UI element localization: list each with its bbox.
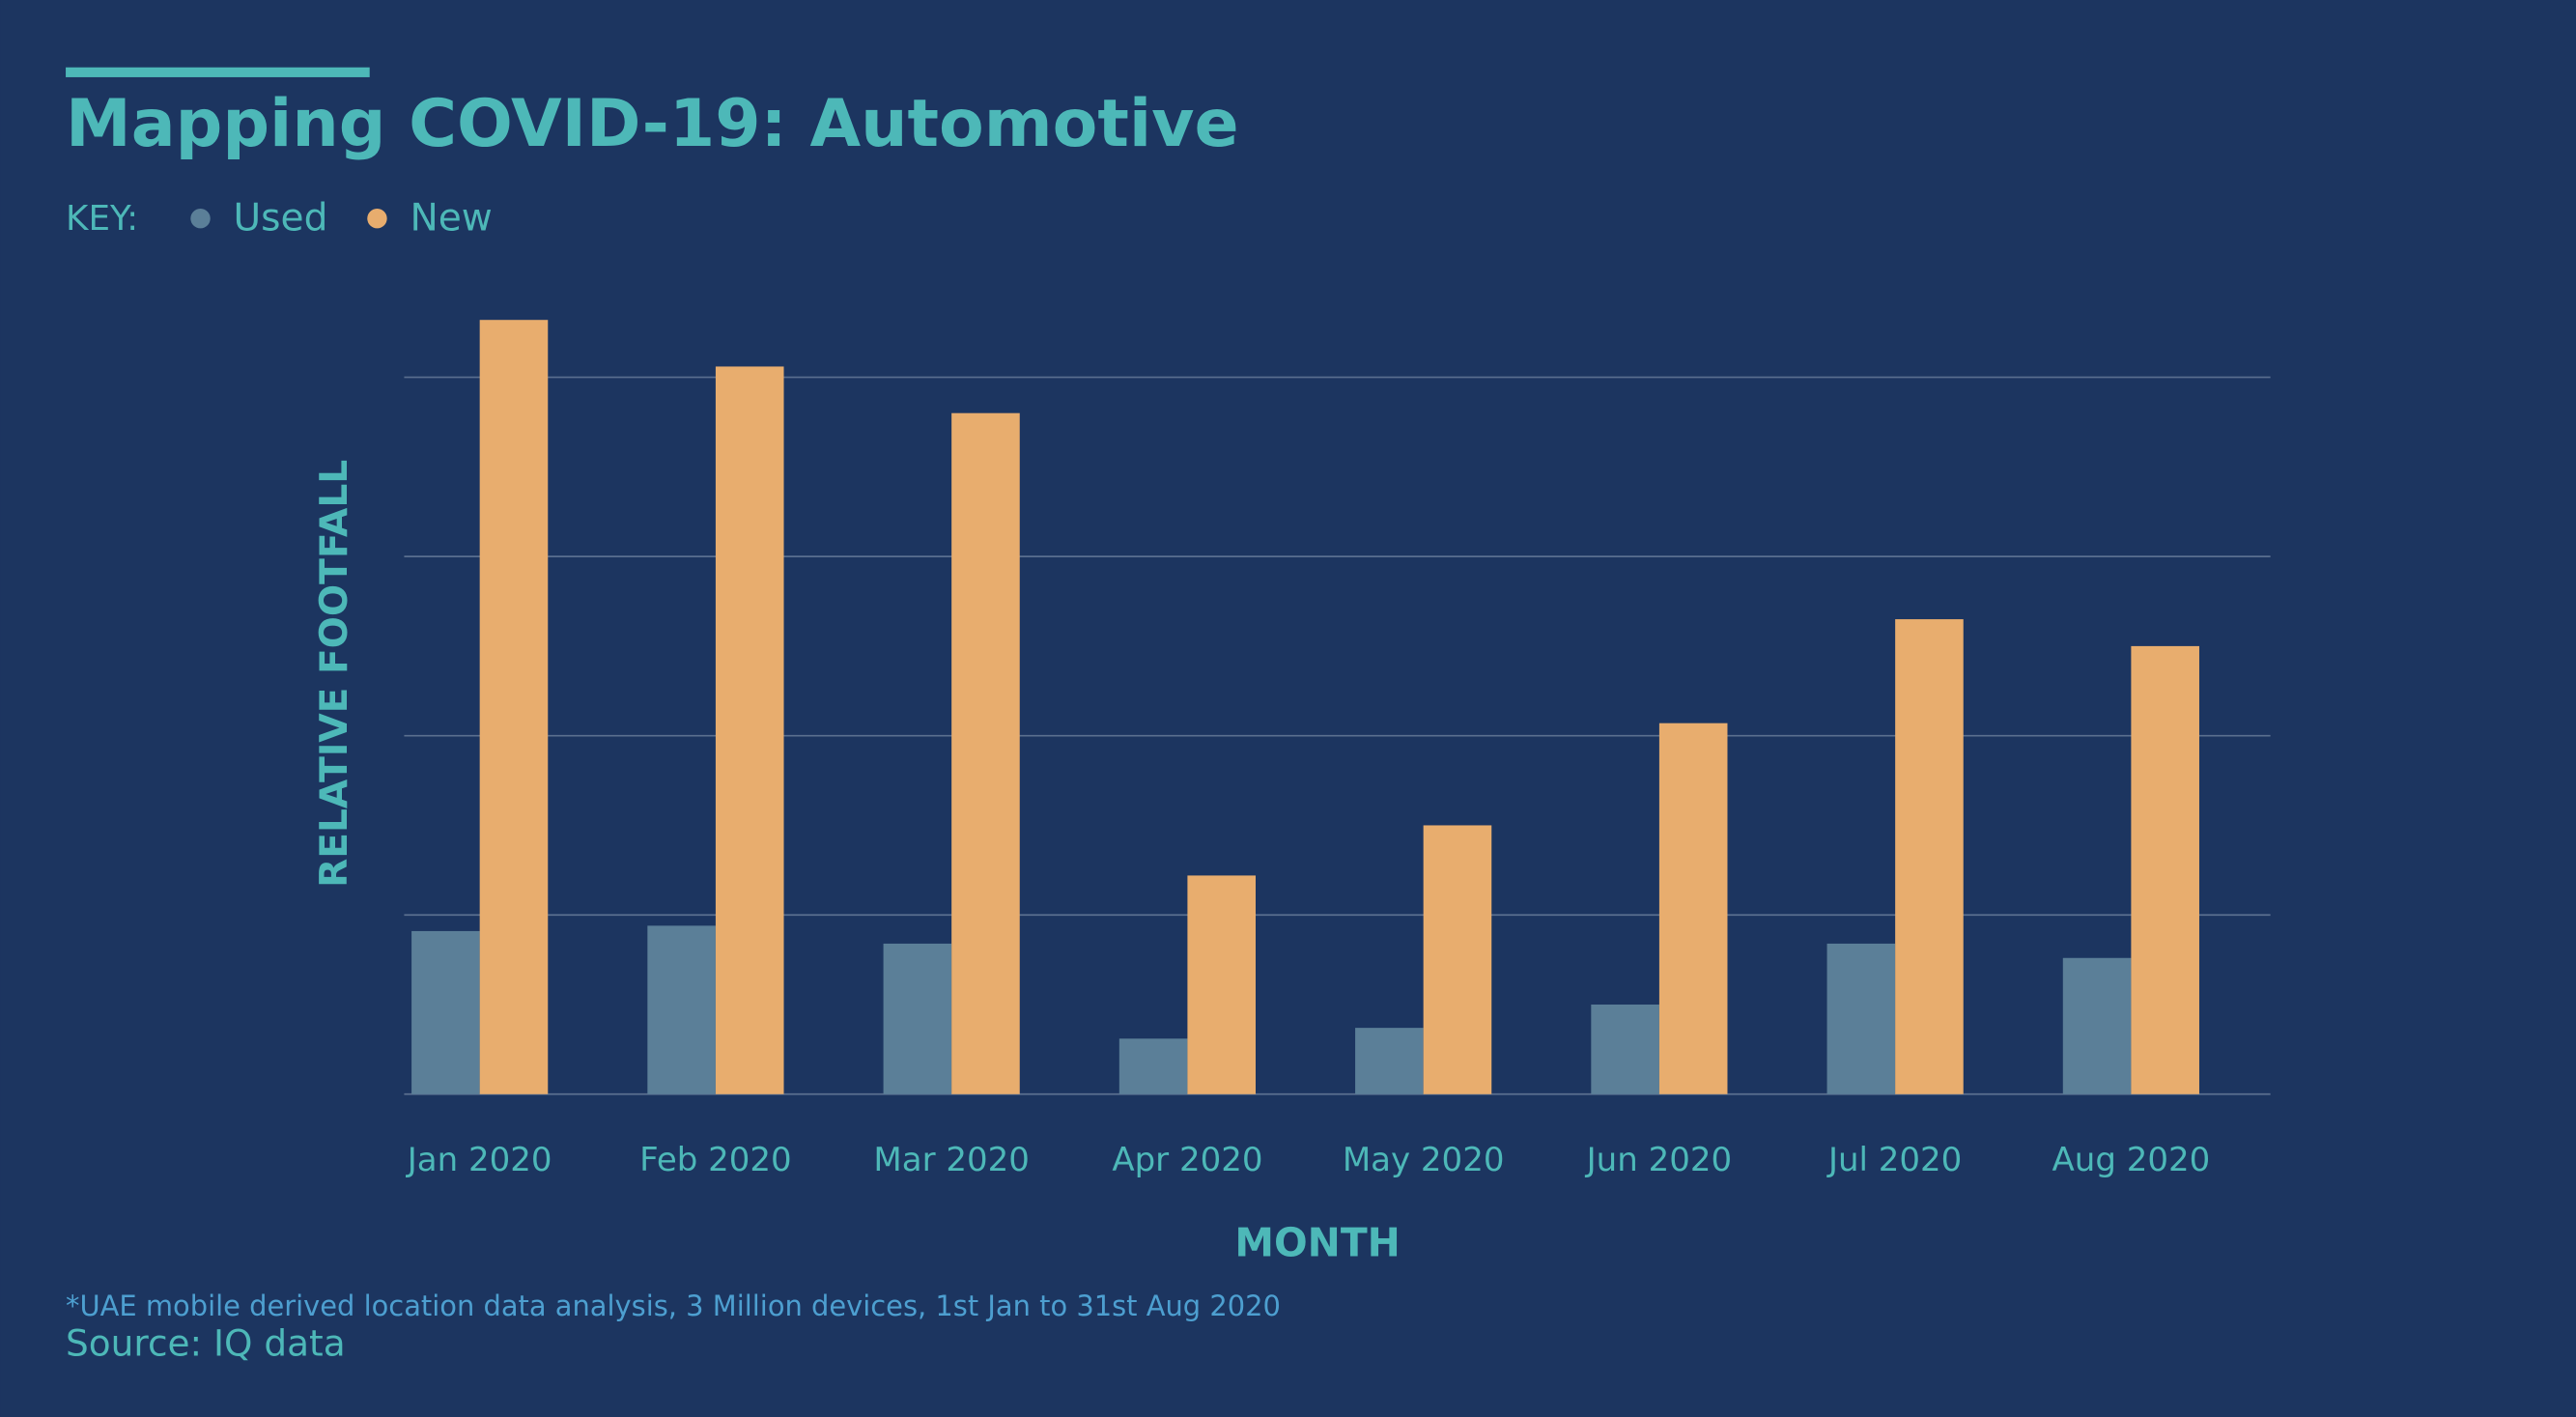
bar <box>1187 875 1256 1094</box>
bar <box>1658 723 1728 1094</box>
x-tick-label: Apr 2020 <box>1112 1141 1262 1179</box>
bar <box>1355 1028 1424 1094</box>
bar <box>1423 825 1492 1094</box>
title-accent <box>66 67 370 77</box>
bar <box>1826 943 1896 1094</box>
bar <box>2131 645 2199 1094</box>
x-tick-label: Jul 2020 <box>1826 1141 1962 1179</box>
bar <box>1895 619 1964 1094</box>
bar <box>411 930 480 1094</box>
x-tick-label: Jun 2020 <box>1585 1141 1732 1179</box>
y-axis-label: RELATIVE FOOTFALL <box>313 460 356 888</box>
x-tick-label: Jan 2020 <box>406 1141 552 1179</box>
bar <box>883 943 952 1094</box>
legend-key: KEY: <box>66 199 138 239</box>
bar <box>951 412 1020 1094</box>
bar <box>647 925 716 1094</box>
legend-swatch <box>367 209 387 229</box>
legend-label: New <box>410 196 492 240</box>
x-tick-label: Feb 2020 <box>639 1141 792 1179</box>
bar <box>2062 957 2132 1094</box>
bar <box>1118 1038 1188 1094</box>
source: Source: IQ data <box>66 1322 346 1365</box>
legend-label: Used <box>234 196 328 240</box>
bar <box>1591 1005 1659 1094</box>
x-tick-label: Mar 2020 <box>873 1141 1029 1179</box>
footnote: *UAE mobile derived location data analys… <box>66 1289 1281 1322</box>
bar <box>715 366 784 1094</box>
bar <box>479 320 549 1094</box>
x-tick-label: Aug 2020 <box>2052 1141 2211 1179</box>
chart-title: Mapping COVID-19: Automotive <box>66 86 1239 162</box>
legend-swatch <box>190 209 211 229</box>
x-axis-label: MONTH <box>1234 1219 1400 1265</box>
x-tick-label: May 2020 <box>1343 1141 1505 1179</box>
